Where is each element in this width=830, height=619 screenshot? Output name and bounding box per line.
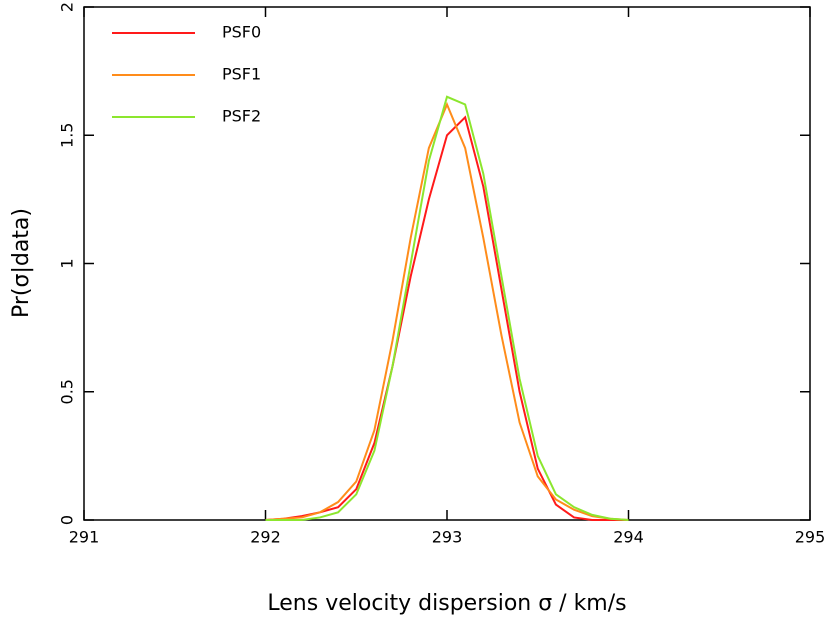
x-tick-label: 293 — [432, 528, 463, 547]
series-line — [265, 95, 629, 521]
series-line — [265, 115, 629, 521]
series-line — [265, 101, 629, 521]
legend-label: PSF1 — [222, 65, 261, 84]
y-tick-label: 2 — [58, 2, 77, 12]
y-tick-label: 0.5 — [58, 379, 77, 404]
x-tick-label: 292 — [250, 528, 281, 547]
y-tick-label: 0 — [58, 515, 77, 525]
legend-label: PSF0 — [222, 23, 261, 42]
x-tick-label: 291 — [69, 528, 100, 547]
x-tick-label: 295 — [795, 528, 826, 547]
x-axis-label: Lens velocity dispersion σ / km/s — [267, 591, 626, 616]
x-tick-label: 294 — [613, 528, 644, 547]
y-axis-label: Pr(σ|data) — [9, 208, 34, 318]
plot-frame — [83, 6, 811, 521]
legend-label: PSF2 — [222, 107, 261, 126]
y-tick-label: 1.5 — [58, 123, 77, 148]
y-tick-label: 1 — [58, 258, 77, 268]
